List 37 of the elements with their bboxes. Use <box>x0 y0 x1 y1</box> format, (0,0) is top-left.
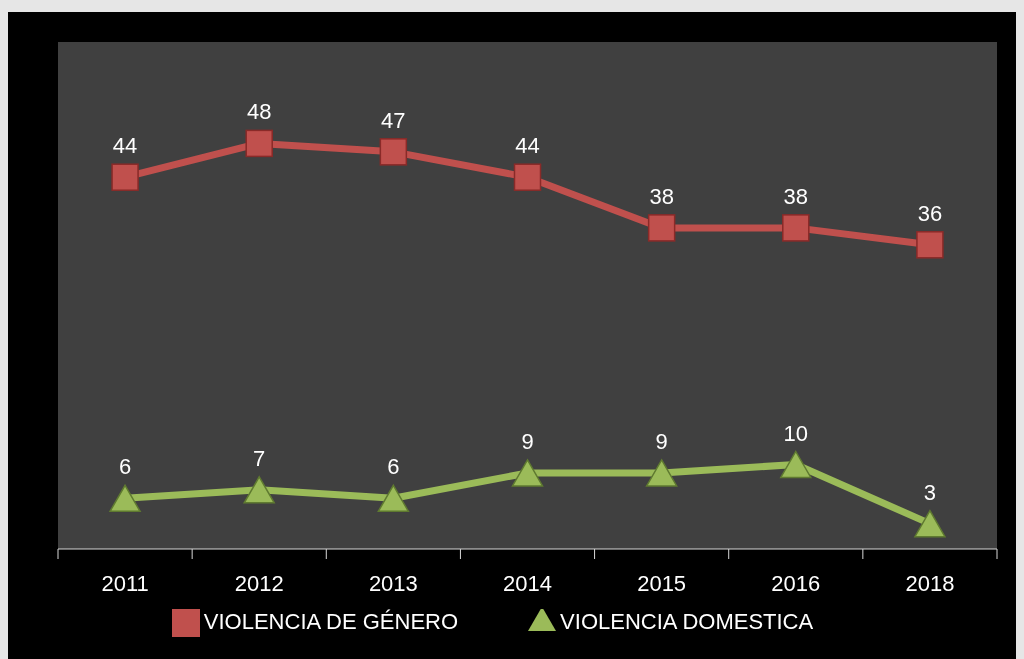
data-label: 36 <box>917 200 943 226</box>
point <box>245 129 273 158</box>
data-label: 7 <box>253 445 266 471</box>
x-tick-label: 2018 <box>905 571 955 596</box>
data-label: 48 <box>246 99 272 125</box>
data-label: 3 <box>923 479 937 505</box>
point <box>780 450 812 479</box>
point <box>377 484 410 513</box>
x-tick-label: 2011 <box>101 571 149 596</box>
x-tick-label: 2014 <box>503 571 552 596</box>
point <box>513 163 542 191</box>
x-tick-label: 2012 <box>234 571 284 596</box>
x-tick-label: 2013 <box>368 571 418 596</box>
data-label: 47 <box>381 107 406 133</box>
data-label: 44 <box>112 133 138 159</box>
point <box>782 214 810 242</box>
point <box>511 459 544 487</box>
legend-label: VIOLENCIA DOMESTICA <box>560 609 814 634</box>
data-label: 38 <box>649 183 674 209</box>
point <box>379 138 408 166</box>
data-label: 44 <box>515 133 540 159</box>
point <box>109 484 141 513</box>
point <box>647 214 676 242</box>
point <box>243 476 275 504</box>
legend-label: VIOLENCIA DE GÉNERO <box>203 609 459 634</box>
data-label: 6 <box>118 454 132 480</box>
point <box>111 163 139 191</box>
data-label: 9 <box>521 428 534 454</box>
data-label: 10 <box>783 420 809 446</box>
data-label: 6 <box>387 454 400 480</box>
point <box>916 231 944 259</box>
point <box>914 509 946 538</box>
x-tick-label: 2016 <box>771 571 821 596</box>
x-tick-label: 2015 <box>637 571 687 596</box>
data-label: 9 <box>655 428 668 454</box>
data-label: 38 <box>783 183 809 209</box>
point <box>645 459 678 487</box>
